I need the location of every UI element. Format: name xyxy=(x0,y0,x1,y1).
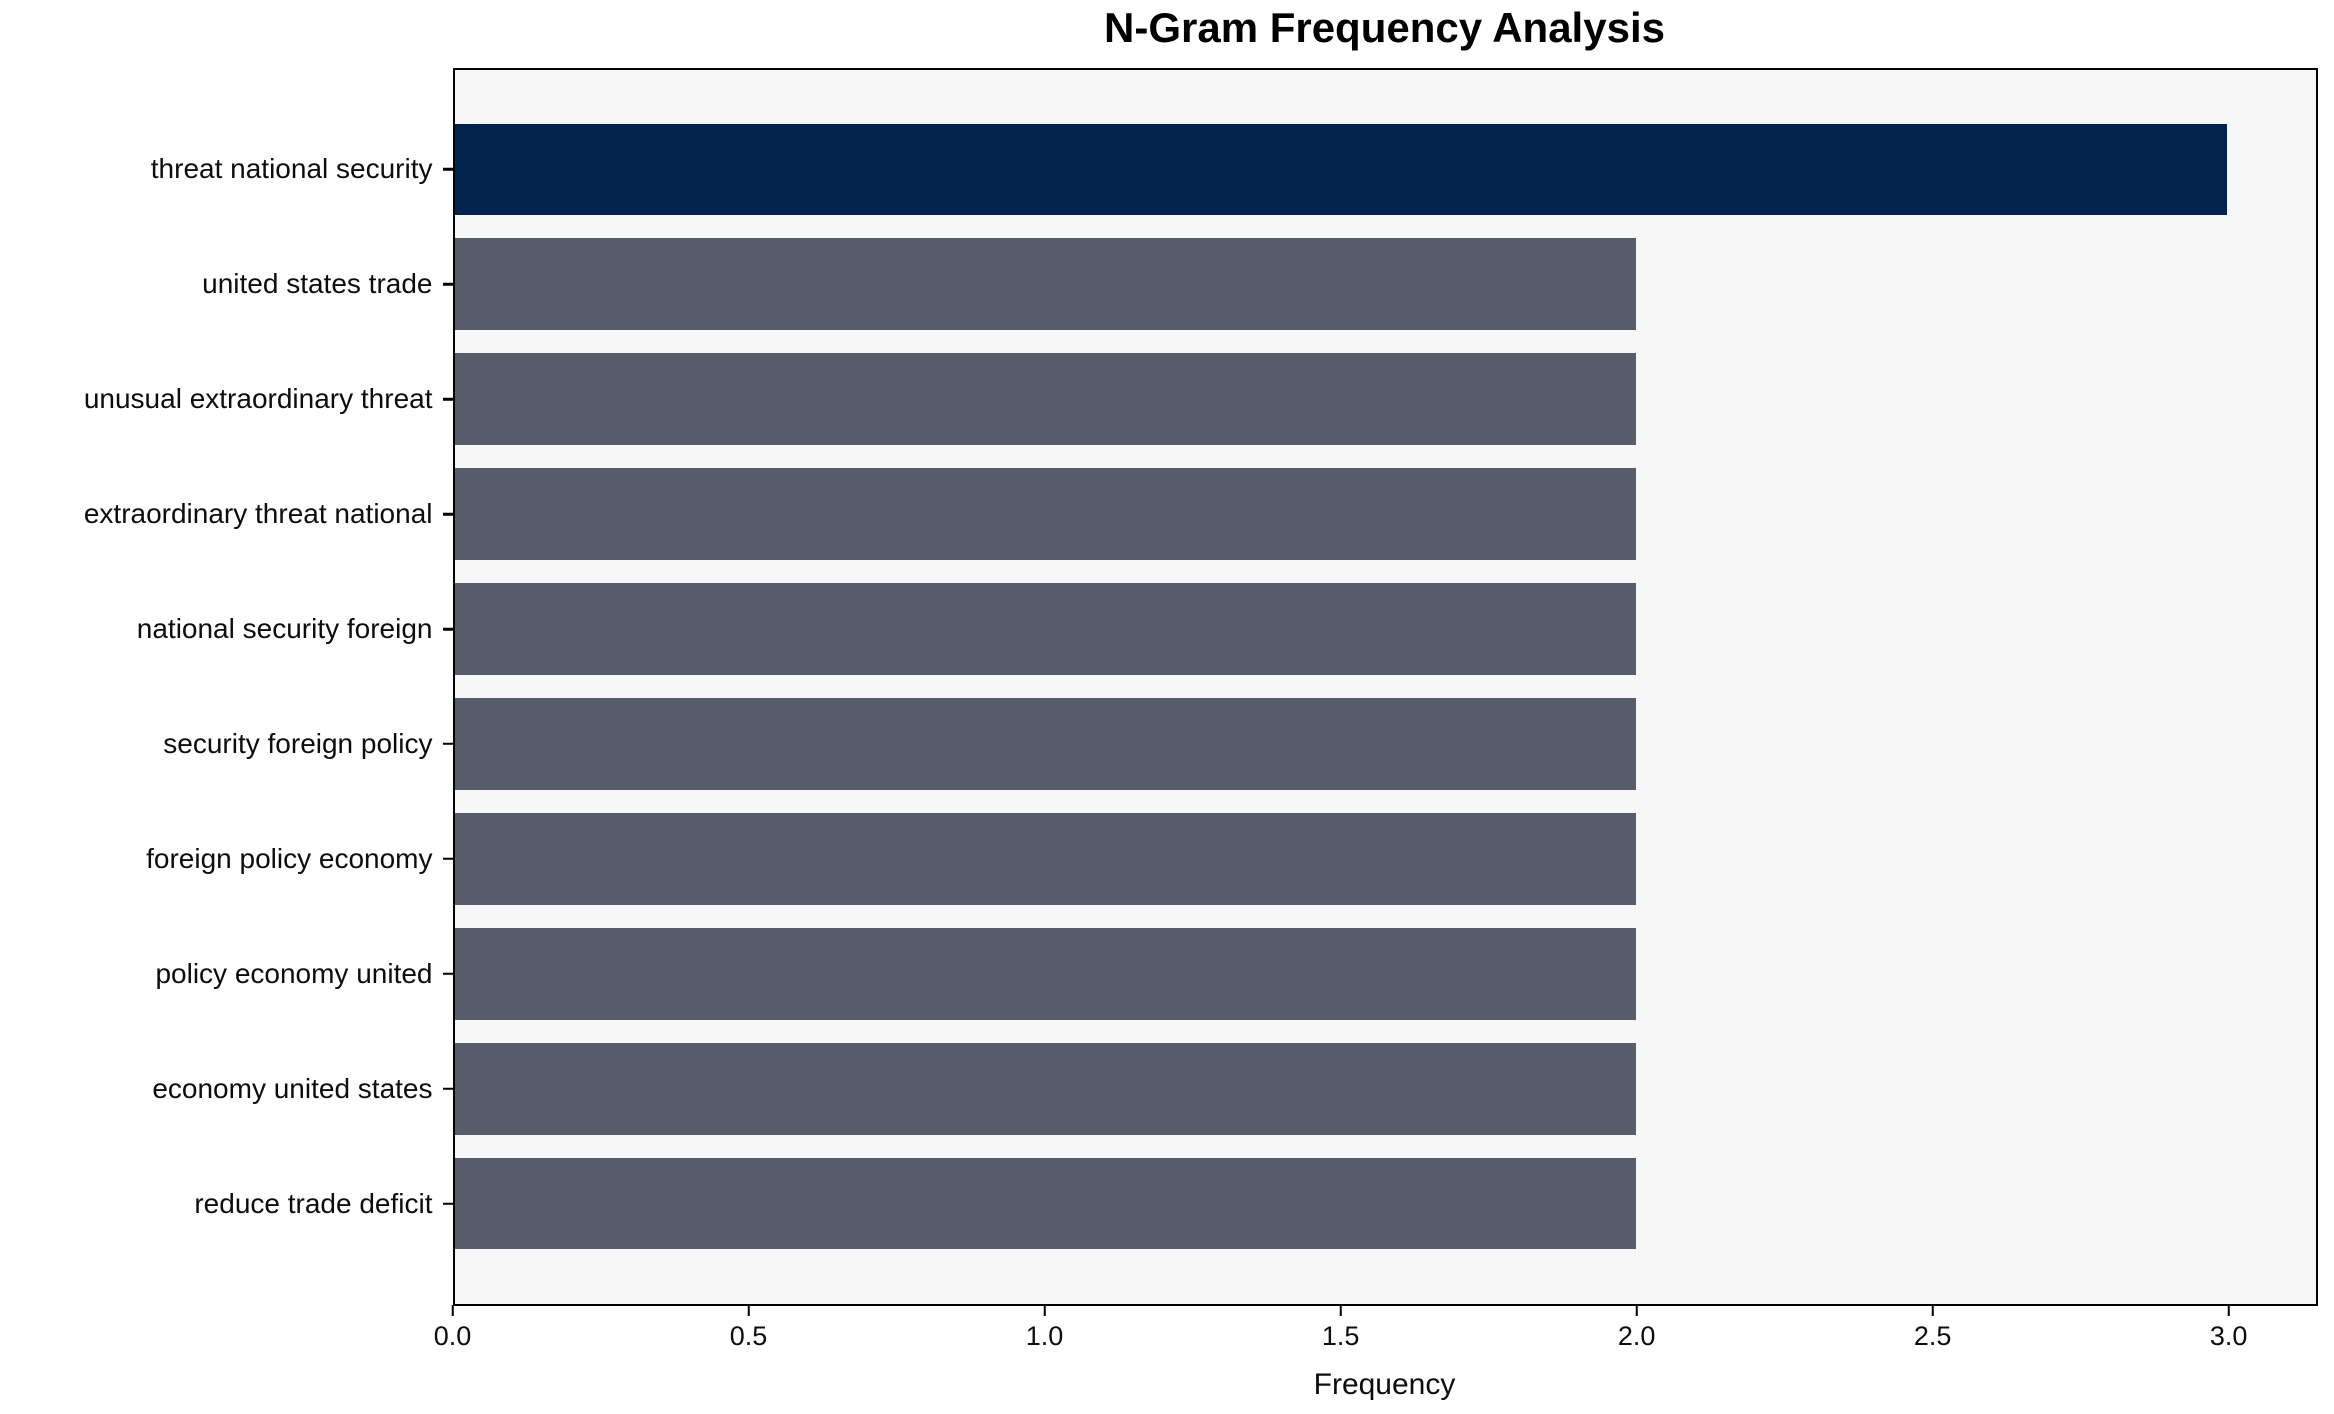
y-tick-label: united states trade xyxy=(202,268,433,300)
y-tick-label: extraordinary threat national xyxy=(83,498,433,530)
y-tick-mark xyxy=(442,397,454,401)
y-tick-mark xyxy=(442,1202,454,1206)
bar-row: threat national security xyxy=(151,123,2316,215)
x-tick-mark xyxy=(1339,1305,1342,1316)
bar-row: extraordinary threat national xyxy=(84,468,2316,560)
bar-row: economy united states xyxy=(152,1043,2316,1135)
x-tick-label: 2.5 xyxy=(1913,1321,1952,1351)
x-axis-label: Frequency xyxy=(1313,1368,1456,1401)
x-tick-mark xyxy=(1931,1305,1934,1316)
y-tick-label: security foreign policy xyxy=(163,727,433,759)
x-tick-mark xyxy=(2227,1305,2230,1316)
x-tick-label: 0.0 xyxy=(433,1321,472,1351)
y-tick-mark xyxy=(442,282,454,286)
bar xyxy=(454,698,1637,790)
y-tick-mark xyxy=(442,512,454,516)
chart-title: N-Gram Frequency Analysis xyxy=(1104,4,1665,51)
bar xyxy=(454,813,1637,905)
y-tick-label: reduce trade deficit xyxy=(194,1187,433,1219)
y-tick-mark xyxy=(442,167,454,171)
y-tick-mark xyxy=(442,972,454,976)
bar-row: united states trade xyxy=(202,238,2316,330)
y-tick-mark xyxy=(442,742,454,746)
bar xyxy=(454,353,1637,445)
y-tick-label: policy economy united xyxy=(155,957,433,989)
x-tick-label: 2.0 xyxy=(1617,1321,1656,1351)
bar xyxy=(454,238,1637,330)
bar xyxy=(454,928,1637,1020)
x-tick-label: 1.5 xyxy=(1321,1321,1360,1351)
y-tick-label: foreign policy economy xyxy=(146,842,433,874)
x-tick-mark xyxy=(1043,1305,1046,1316)
y-tick-label: national security foreign xyxy=(136,613,433,644)
x-axis: 0.0 0.5 1.0 1.5 2.0 2.5 3.0 xyxy=(434,1305,2318,1375)
bar-row: policy economy united xyxy=(155,928,2316,1020)
x-tick-mark xyxy=(1635,1305,1638,1316)
bar xyxy=(454,1043,1637,1135)
bar-row: unusual extraordinary threat xyxy=(84,353,2316,445)
bar-row: national security foreign xyxy=(137,583,2316,675)
y-tick-label: unusual extraordinary threat xyxy=(83,383,433,415)
x-tick-label: 1.0 xyxy=(1025,1321,1064,1351)
y-tick-mark xyxy=(442,627,454,631)
y-tick-mark xyxy=(442,857,454,861)
bar-row: reduce trade deficit xyxy=(194,1158,2316,1250)
bar xyxy=(454,583,1637,675)
bar-row: foreign policy economy xyxy=(146,813,2316,905)
bar-row: security foreign policy xyxy=(163,698,2316,790)
bar xyxy=(454,1158,1637,1250)
plot-area: threat national security united states tr… xyxy=(84,67,2318,1306)
x-tick-mark xyxy=(451,1305,454,1316)
x-tick-label: 0.5 xyxy=(729,1321,768,1351)
y-tick-label: economy united states xyxy=(152,1072,433,1104)
y-tick-label: threat national security xyxy=(150,153,433,185)
x-tick-mark xyxy=(747,1305,750,1316)
bar xyxy=(454,468,1637,560)
y-tick-mark xyxy=(442,1087,454,1091)
bar xyxy=(454,123,2227,215)
x-tick-label: 3.0 xyxy=(2209,1321,2248,1351)
